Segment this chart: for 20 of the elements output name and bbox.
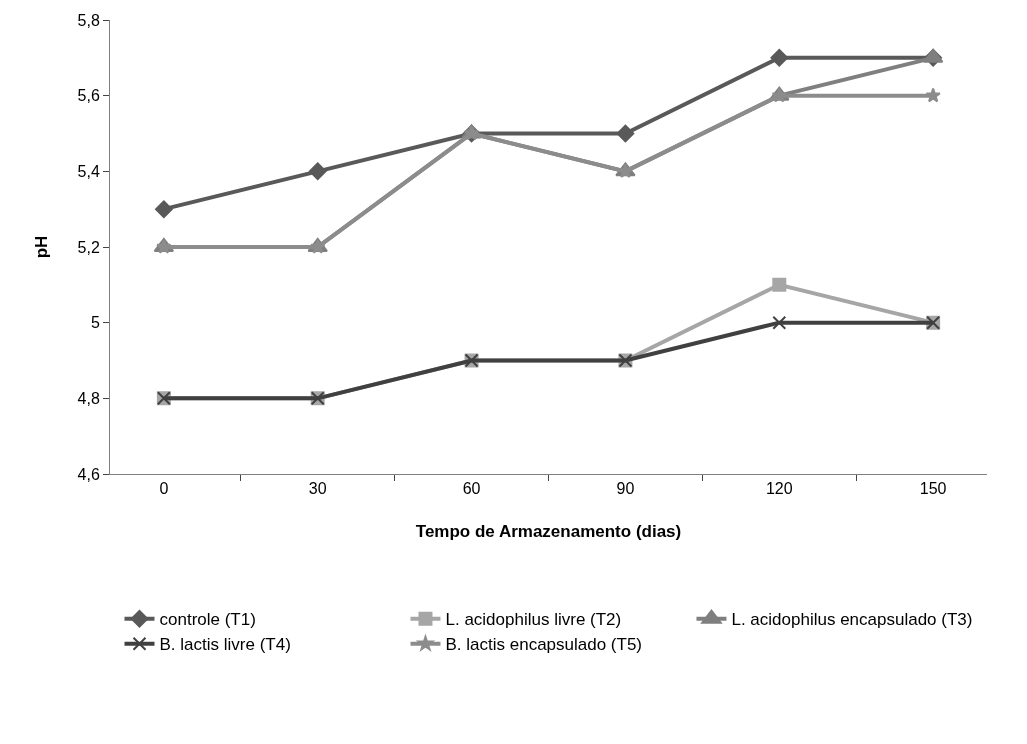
y-tick-label: 5 [90, 314, 100, 332]
legend-label: controle (T1) [159, 610, 256, 630]
legend-label: B. lactis livre (T4) [159, 635, 291, 655]
x-tick-label: 0 [159, 480, 169, 498]
y-tick-label: 5,2 [77, 238, 100, 256]
x-tick-label: 120 [765, 480, 793, 498]
x-tick-label: 90 [616, 480, 635, 498]
legend-label: L. acidophilus encapsulado (T3) [731, 610, 973, 630]
y-tick-label: 5,6 [77, 87, 100, 105]
x-tick-label: 30 [308, 480, 327, 498]
legend-label: B. lactis encapsulado (T5) [445, 635, 643, 655]
x-axis-title: Tempo de Armazenamento (dias) [415, 521, 682, 541]
x-tick-label: 150 [919, 480, 947, 498]
y-tick-label: 5,8 [77, 11, 100, 29]
y-tick-label: 4,6 [77, 465, 100, 483]
y-tick-label: 5,4 [77, 162, 100, 180]
x-tick-label: 60 [462, 480, 481, 498]
legend-label: L. acidophilus livre (T2) [445, 610, 622, 630]
y-tick-label: 4,8 [77, 389, 100, 407]
y-axis-title: pH [32, 235, 52, 259]
